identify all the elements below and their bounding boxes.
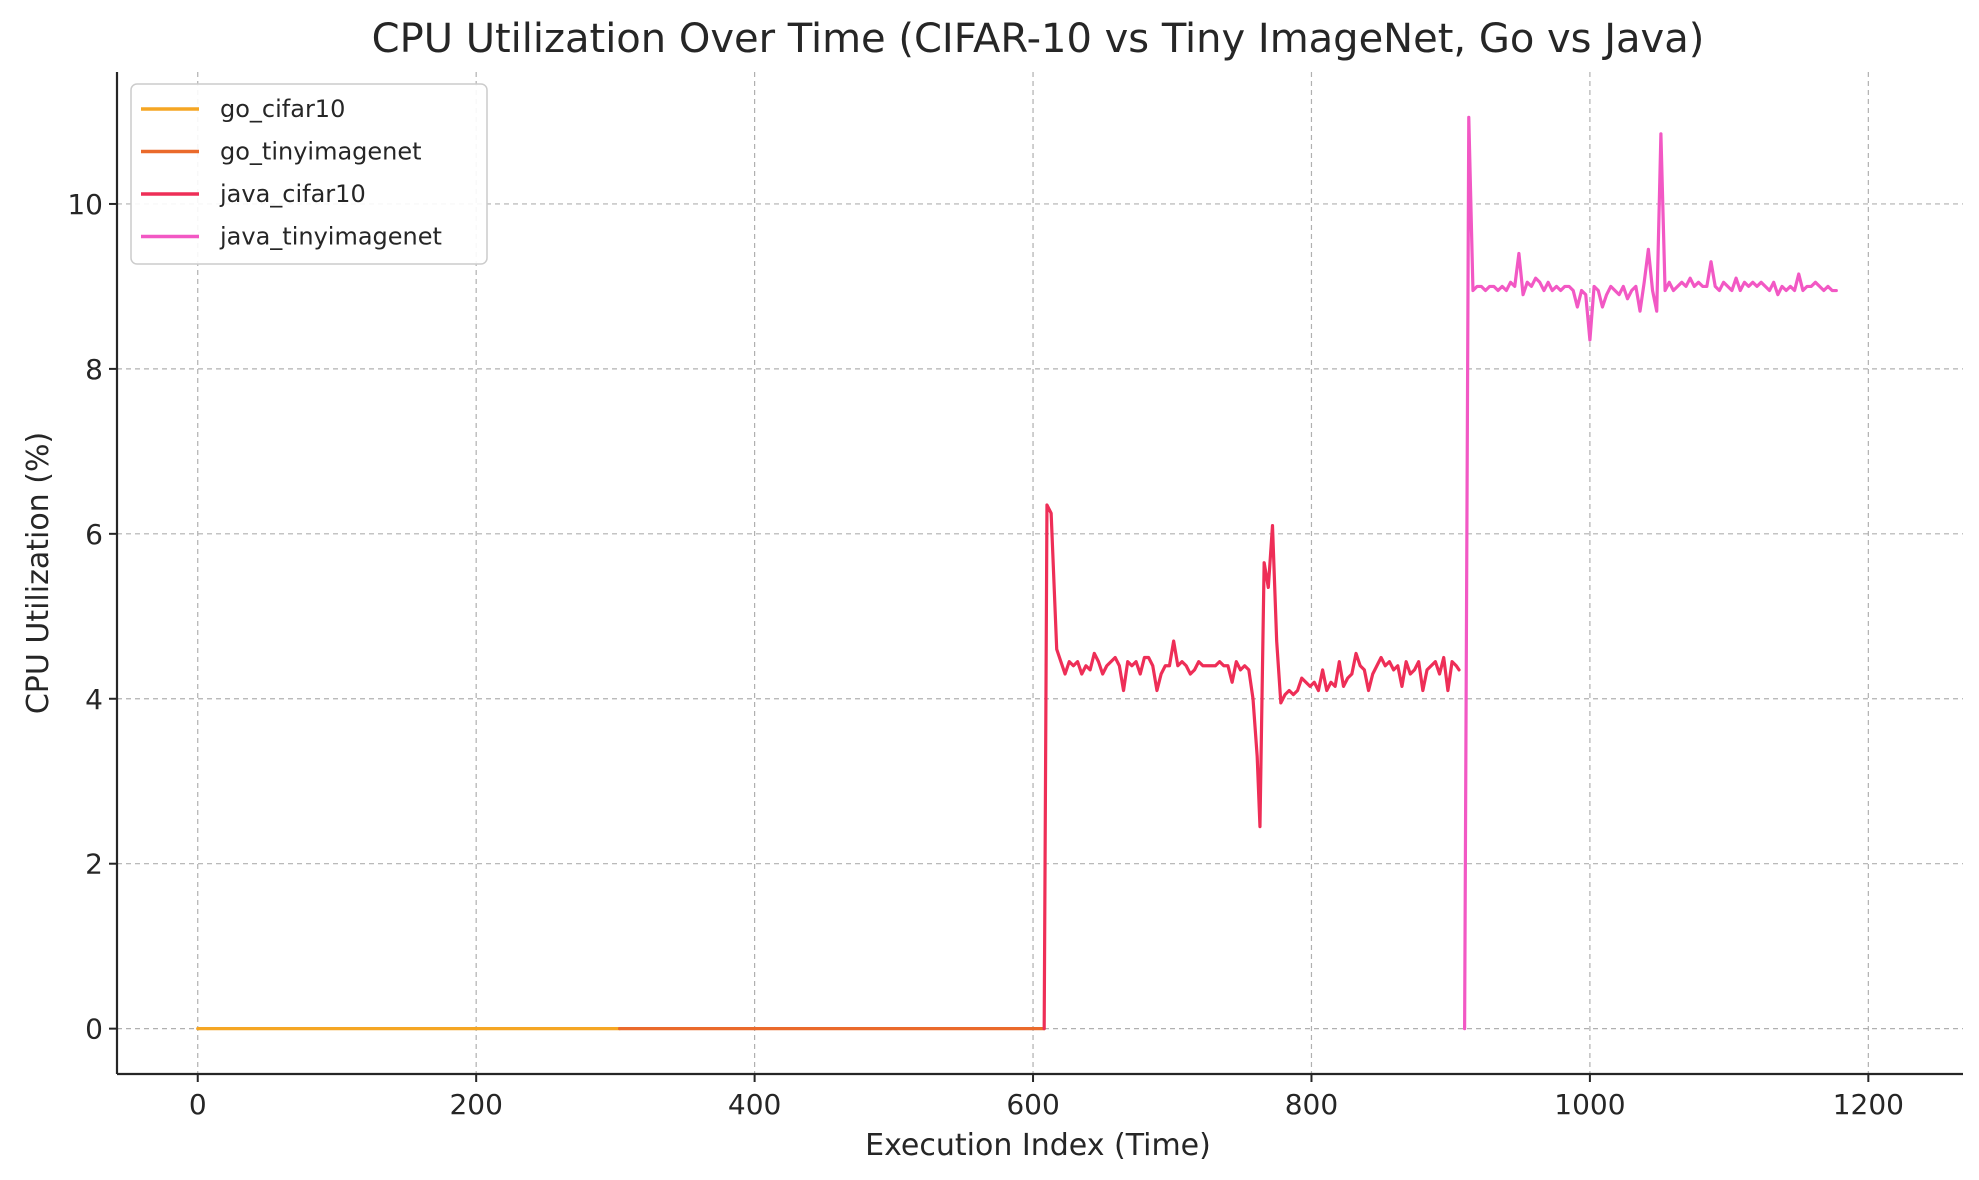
y-tick-label-2: 4: [85, 683, 103, 716]
y-tick-label-5: 10: [67, 188, 103, 221]
x-tick-label-3: 600: [1006, 1088, 1059, 1121]
legend-box: [130, 83, 488, 265]
series-line-java-tinyimagenet: [1463, 115, 1838, 1031]
x-tick-label-6: 1200: [1833, 1088, 1904, 1121]
axes-layer: [115, 72, 1963, 1076]
x-tick-label-0: 0: [189, 1088, 207, 1121]
legend: go_cifar10 go_tinyimagenet java_cifar10jav…: [130, 83, 488, 265]
ticks-layer: 0 200 400 600 800 1000 1200 0 2 4 6 8 10: [67, 188, 1904, 1121]
x-axis-label: Execution Index (Time): [865, 1128, 1211, 1163]
y-tick-label-3: 6: [85, 518, 103, 551]
x-tick-label-5: 1000: [1554, 1088, 1625, 1121]
chart-title: CPU Utilization Over Time (CIFAR-10 vs T…: [372, 16, 1705, 62]
y-axis-label: CPU Utilization (%): [21, 432, 56, 714]
x-tick-label-2: 400: [728, 1088, 781, 1121]
series-layer: [196, 115, 1838, 1031]
x-tick-label-1: 200: [449, 1088, 502, 1121]
legend-items: go_cifar10 go_tinyimagenet java_cifar10jav…: [141, 95, 442, 251]
x-tick-label-4: 800: [1285, 1088, 1338, 1121]
y-tick-label-1: 2: [85, 848, 103, 881]
legend-label-java-cifar10: java_cifar10: [219, 180, 366, 208]
series-line-java-cifar10: [1042, 503, 1461, 1031]
y-tick-label-4: 8: [85, 353, 103, 386]
legend-label-go-cifar10: go_cifar10: [220, 95, 345, 123]
legend-label-java-tinyimagenet: java_tinyimagenet: [219, 223, 442, 251]
y-tick-label-0: 0: [85, 1013, 103, 1046]
legend-label-go-tinyimagenet: go_tinyimagenet: [220, 138, 422, 166]
